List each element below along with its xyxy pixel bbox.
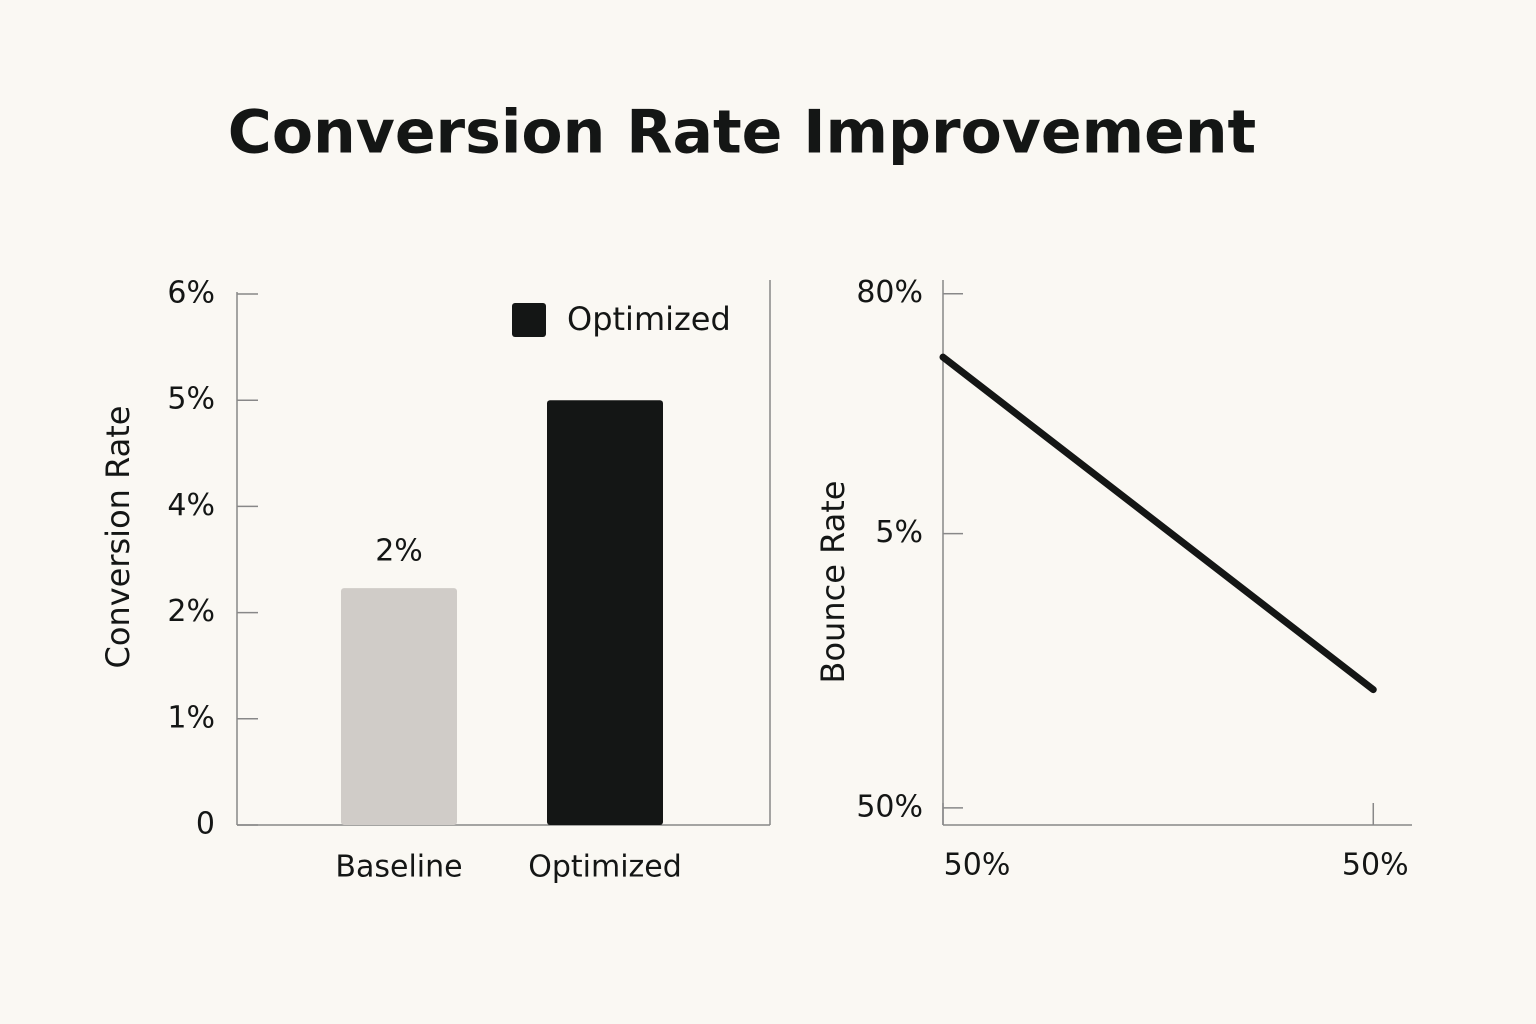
bar: [341, 588, 457, 825]
y-tick-label: 2%: [167, 594, 215, 629]
x-tick-label: 50%: [1342, 848, 1409, 883]
legend-label: Optimized: [567, 300, 731, 338]
y-tick-label: 5%: [167, 382, 215, 417]
x-tick-label: Baseline: [335, 850, 462, 885]
chart-title: Conversion Rate Improvement: [228, 98, 1256, 168]
y-tick-label: 80%: [856, 275, 923, 310]
y-tick-label: 1%: [167, 700, 215, 735]
legend-swatch: [512, 303, 546, 337]
bar: [547, 400, 663, 825]
y-tick-label: 50%: [856, 789, 923, 824]
y-axis-title: Bounce Rate: [814, 481, 852, 684]
y-tick-label: 5%: [875, 515, 923, 550]
y-tick-label: 6%: [167, 276, 215, 311]
y-axis-title: Conversion Rate: [99, 406, 137, 669]
x-tick-label: Optimized: [528, 850, 682, 885]
y-tick-label: 0: [196, 807, 215, 842]
y-tick-label: 4%: [167, 488, 215, 523]
value-label: 2%: [375, 534, 423, 569]
line: [939, 353, 1377, 694]
x-tick-label: 50%: [944, 848, 1011, 883]
